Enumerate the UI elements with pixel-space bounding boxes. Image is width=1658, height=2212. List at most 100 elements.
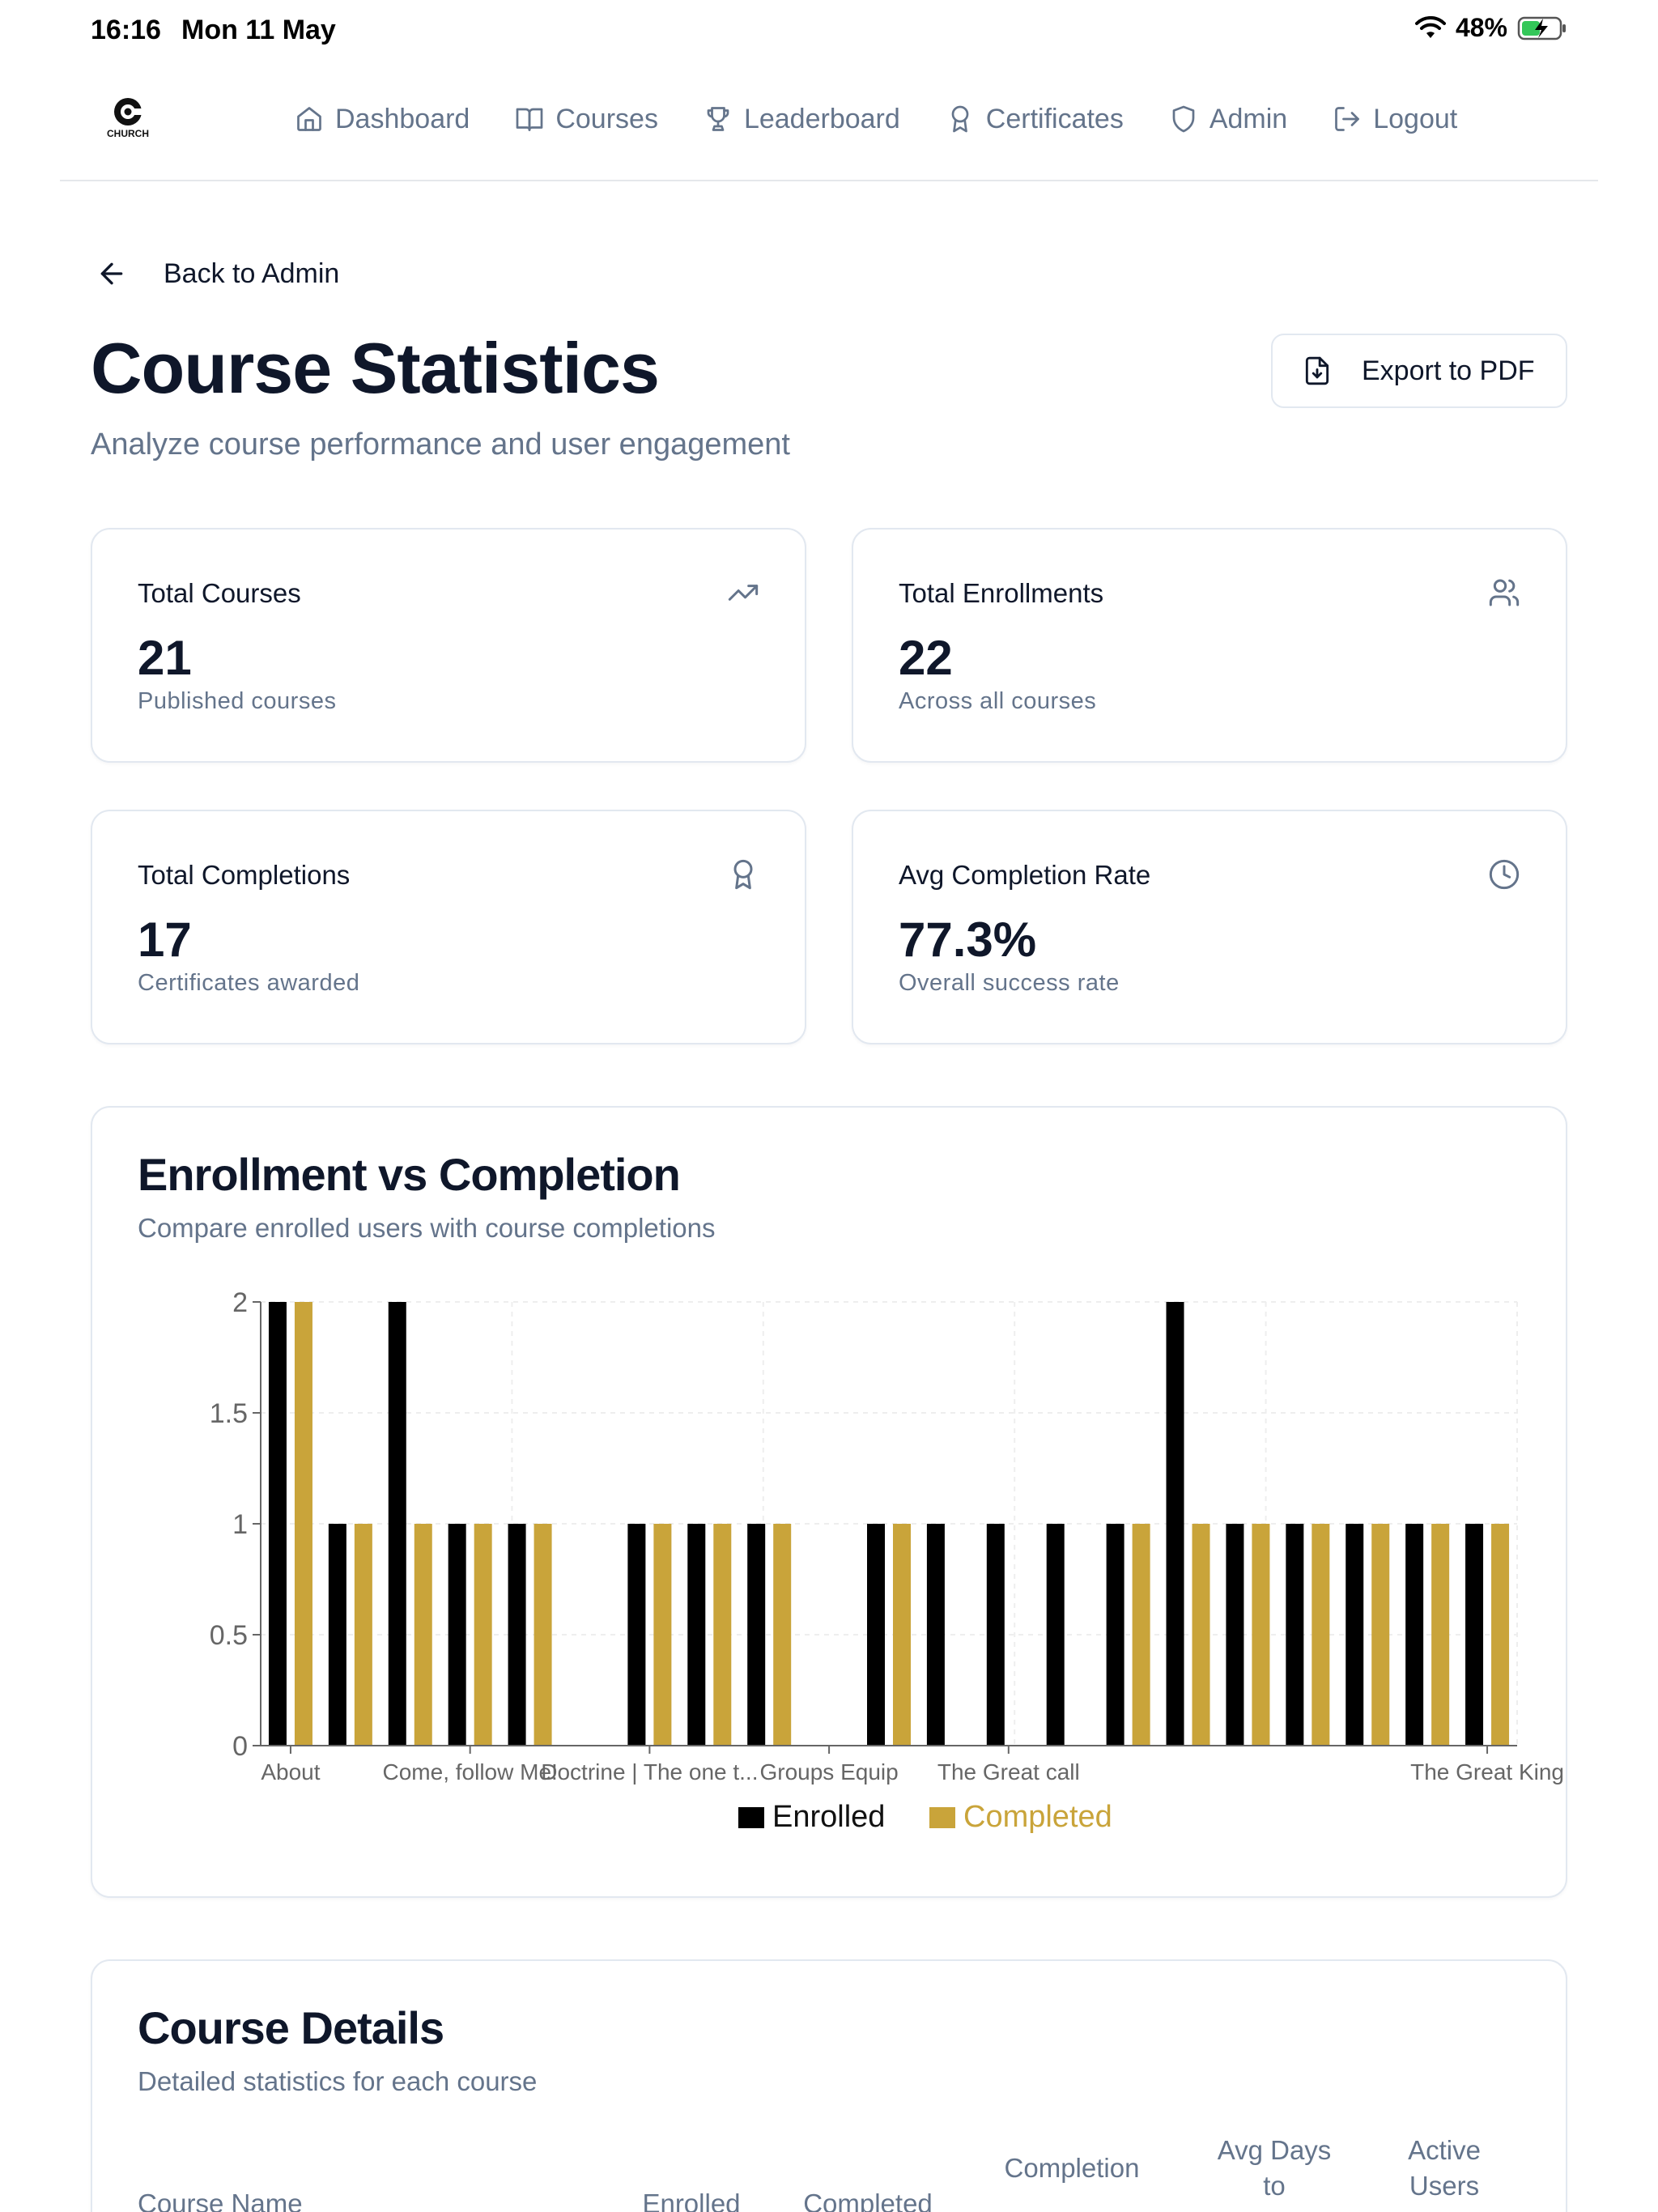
enrolled-bar [687,1524,706,1746]
enrollment-chart-card: Enrollment vs Completion Compare enrolle… [91,1106,1567,1898]
chart-subtitle: Compare enrolled users with course compl… [138,1213,716,1243]
battery-charging-icon [1517,16,1566,40]
logo-text: CHURCH [107,128,149,139]
completed-bar [1312,1524,1330,1746]
enrolled-bar [508,1524,526,1746]
column-header-completion[interactable]: Completion [975,2150,1169,2186]
completed-bar [534,1524,552,1746]
stat-value: 77.3% [899,912,1037,967]
export-pdf-button[interactable]: Export to PDF [1271,334,1567,408]
legend-swatch [738,1807,764,1828]
enrolled-bar [448,1524,466,1746]
completed-bar [1252,1524,1270,1746]
y-tick-label: 1 [232,1509,248,1540]
trophy-icon [707,107,729,131]
enrolled-bar [867,1524,885,1746]
details-subtitle: Detailed statistics for each course [138,2066,538,2096]
enrolled-bar [1346,1524,1364,1746]
nav-logout[interactable]: Logout [1333,100,1457,138]
chart-title: Enrollment vs Completion [138,1149,681,1200]
status-indicators: 48% [1414,13,1567,43]
completed-bar [1371,1524,1390,1746]
enrolled-bar [388,1302,406,1746]
trending-up-icon [728,585,759,601]
book-open-icon [516,108,543,131]
stat-note: Across all courses [899,688,1097,714]
award-icon [733,859,753,890]
nav-menu: Dashboard Courses Leaderboard Certificat… [295,100,1503,138]
column-header-active-users[interactable]: Active Users [1371,2133,1517,2204]
x-tick-label: Groups Equip [759,1759,898,1784]
x-tick-label: The Great call [937,1759,1080,1784]
status-time: 16:16 [91,15,161,45]
stat-value: 22 [899,631,953,685]
file-download-icon [1305,356,1329,385]
nav-certificates[interactable]: Certificates [946,100,1124,138]
enrolled-bar [747,1524,766,1746]
stat-card-total-enrollments: Total Enrollments 22 Across all courses [852,528,1567,763]
nav-admin[interactable]: Admin [1169,100,1287,138]
completed-bar [1132,1524,1150,1746]
legend-label: Completed [963,1800,1112,1834]
arrow-left-icon [100,262,123,285]
x-tick-label: Doctrine | The one t... [541,1759,758,1784]
column-header-line: Enrolled [642,2189,741,2212]
completed-bar [1491,1524,1510,1746]
course-details-card: Course Details Detailed statistics for e… [91,1959,1567,2212]
completed-bar [1192,1524,1210,1746]
nav-certificates-label: Certificates [985,103,1124,134]
users-icon [1489,579,1520,606]
nav-leaderboard[interactable]: Leaderboard [704,100,900,138]
completed-bar [893,1524,911,1746]
completed-bar [354,1524,372,1746]
stat-card-total-courses: Total Courses 21 Published courses [91,528,806,763]
shield-icon [1172,105,1195,133]
column-header-completed[interactable]: Completed [779,2186,957,2212]
x-tick-label: The Great King [1410,1759,1564,1784]
nav-admin-label: Admin [1209,103,1288,134]
church-logo[interactable]: CHURCH [96,94,160,144]
enrollment-vs-completion-chart: 0 0.5 1 1.5 2 About Come, follow Me!Doctrine |… [210,1287,1564,1834]
x-tick-label: About [261,1759,320,1784]
column-header-line: Completion [1004,2153,1140,2183]
completed-bar [773,1524,792,1746]
nav-courses[interactable]: Courses [515,100,658,138]
enrolled-bar [1405,1524,1424,1746]
enrolled-bar [1286,1524,1304,1746]
nav-leaderboard-label: Leaderboard [743,103,900,134]
enrolled-bar [1046,1524,1065,1746]
page-title: Course Statistics [91,328,660,408]
enrolled-bar [328,1524,346,1746]
column-header-enrolled[interactable]: Enrolled [610,2186,772,2212]
back-label: Back to Admin [164,257,340,289]
completed-bar [1431,1524,1450,1746]
column-header-line: Users [1409,2171,1480,2201]
battery-percentage: 48% [1455,13,1507,42]
stat-label: Avg Completion Rate [899,860,1151,890]
status-bar: 16:16 Mon 11 May 48% [0,0,1658,58]
stat-value: 21 [138,631,192,685]
enrolled-bar [1226,1524,1244,1746]
column-header-line: Completed [803,2189,933,2212]
nav-dashboard[interactable]: Dashboard [295,100,470,138]
column-header-line: to [1263,2171,1286,2201]
enrolled-bar [1166,1302,1184,1746]
column-header-course-name[interactable]: Course Name [138,2186,380,2212]
home-icon [297,107,321,131]
stat-card-total-completions: Total Completions 17 Certificates awarde… [91,810,806,1044]
completed-bar [294,1302,312,1746]
stat-label: Total Completions [138,860,351,890]
stat-note: Certificates awarded [138,970,360,996]
y-tick-label: 0 [232,1731,248,1762]
column-header-avg-days[interactable]: Avg Days to [1193,2133,1355,2204]
clock-icon [1489,859,1520,890]
award-icon [951,105,969,133]
enrolled-bar [986,1524,1005,1746]
stat-note: Published courses [138,688,337,714]
nav-courses-label: Courses [555,103,658,134]
stat-label: Total Courses [138,578,301,608]
enrolled-bar [926,1524,945,1746]
back-to-admin-link[interactable]: Back to Admin [96,257,339,290]
page-subtitle: Analyze course performance and user enga… [91,428,790,462]
stat-value: 17 [138,912,192,967]
